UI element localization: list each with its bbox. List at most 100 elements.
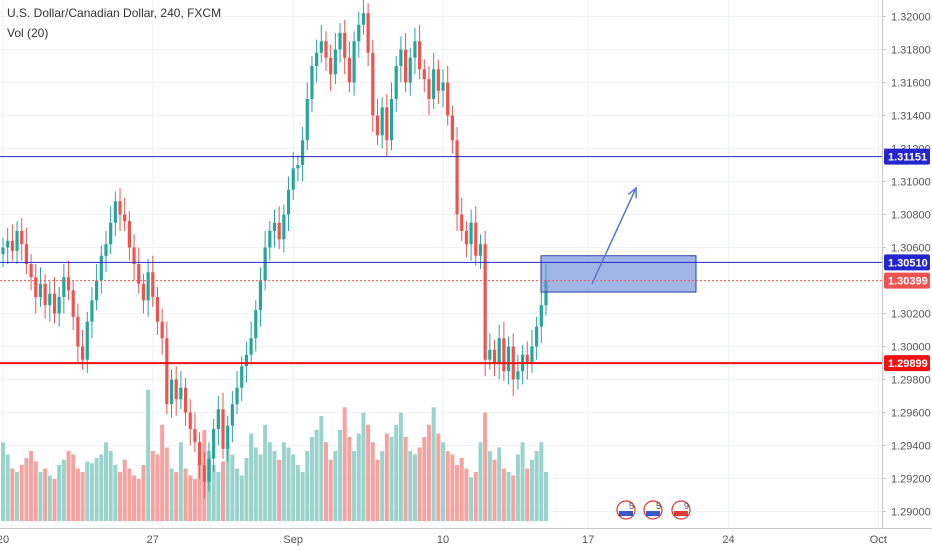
volume-bar: [375, 459, 380, 521]
candle-body: [198, 442, 202, 466]
volume-bar: [520, 442, 525, 521]
supply-demand-zone[interactable]: [540, 255, 697, 293]
candle-body: [179, 387, 183, 400]
volume-bar: [394, 424, 399, 521]
volume-bar: [43, 468, 48, 521]
projection-arrow-head: [627, 186, 637, 199]
candle-body: [57, 297, 61, 314]
candle-body: [544, 280, 548, 306]
volume-bar: [295, 465, 300, 521]
candle-body: [375, 115, 380, 136]
volume-bar: [66, 451, 71, 521]
candle-body: [48, 293, 52, 306]
volume-bar: [483, 412, 488, 521]
candle-body: [488, 349, 492, 360]
candle-body: [85, 321, 89, 360]
volume-indicator-label[interactable]: Vol (20): [7, 26, 49, 40]
volume-bar: [235, 468, 240, 521]
volume-bar: [38, 472, 43, 521]
time-tick-label: 10: [437, 534, 449, 546]
volume-bar: [136, 479, 141, 521]
candle-body: [310, 66, 314, 99]
candle-body: [212, 429, 216, 459]
candle-body: [286, 189, 291, 215]
candle-body: [43, 283, 47, 306]
candle-body: [155, 297, 160, 322]
volume-bar: [19, 465, 24, 521]
candle-body: [483, 244, 487, 360]
candle-body: [535, 326, 539, 347]
price-label-text: 1.30510: [888, 257, 928, 269]
volume-bar: [539, 442, 544, 521]
candle-body: [29, 264, 33, 278]
price-tick-label: 1.29800: [891, 375, 931, 387]
candle-body: [361, 13, 366, 25]
candle-body: [118, 201, 122, 215]
candle-body: [249, 338, 253, 355]
volume-bar: [122, 459, 127, 521]
candle-body: [127, 221, 131, 248]
candle-body: [516, 371, 520, 380]
candle-body: [432, 69, 436, 99]
volume-bar: [501, 468, 506, 521]
candle-body: [319, 41, 323, 53]
candle-body: [109, 222, 113, 245]
volume-bar: [380, 451, 385, 521]
volume-bar: [450, 454, 455, 521]
volume-bar: [389, 437, 394, 521]
volume-bar: [342, 407, 347, 521]
candle-body: [385, 107, 389, 141]
volume-bar: [370, 442, 375, 521]
event-flag-stripe: [619, 511, 633, 516]
volume-bar: [33, 461, 38, 521]
volume-bar: [94, 458, 99, 521]
price-tick-label: 1.31400: [891, 111, 931, 123]
volume-bar: [305, 451, 310, 521]
volume-bar: [309, 437, 314, 521]
candle-body: [343, 33, 347, 58]
volume-bar: [267, 442, 272, 521]
candle-body: [169, 379, 174, 405]
price-tick-label: 1.29600: [891, 408, 931, 420]
volume-bar: [333, 451, 338, 521]
volume-bar: [75, 468, 80, 521]
volume-bar: [286, 447, 291, 521]
projection-arrow[interactable]: [591, 187, 637, 285]
candle-body: [338, 33, 342, 50]
candle-body: [347, 57, 351, 83]
candle-body: [497, 338, 501, 363]
candle-body: [450, 115, 454, 141]
volume-bar: [103, 442, 108, 521]
volume-bar: [197, 459, 202, 521]
volume-bar: [272, 451, 277, 521]
candle-body: [506, 346, 511, 372]
volume-bar: [160, 424, 165, 521]
price-label-badge: [884, 254, 930, 271]
volume-bar: [150, 451, 155, 521]
candle-body: [66, 277, 71, 291]
volume-bar: [1, 442, 5, 521]
candle-body: [62, 277, 66, 297]
price-tick-label: 1.29000: [891, 507, 931, 519]
candle-body: [146, 272, 150, 301]
candle-body: [389, 99, 394, 141]
candle-body: [95, 280, 99, 301]
volume-bar: [426, 424, 431, 521]
candle-body: [371, 52, 375, 116]
volume-bar: [422, 437, 427, 521]
volume-bar: [464, 468, 469, 521]
candle-body: [315, 52, 319, 66]
volume-bar: [441, 442, 446, 521]
candle-body: [10, 240, 14, 251]
time-tick-label: 17: [582, 534, 594, 546]
price-label-text: 1.29899: [888, 358, 928, 370]
candle-body: [296, 165, 300, 169]
volume-bar: [80, 472, 85, 521]
volume-bar: [52, 479, 57, 521]
candle-body: [478, 244, 483, 256]
event-marker-label: 5: [656, 501, 661, 511]
volume-bar: [244, 458, 249, 521]
volume-bar: [5, 454, 10, 521]
